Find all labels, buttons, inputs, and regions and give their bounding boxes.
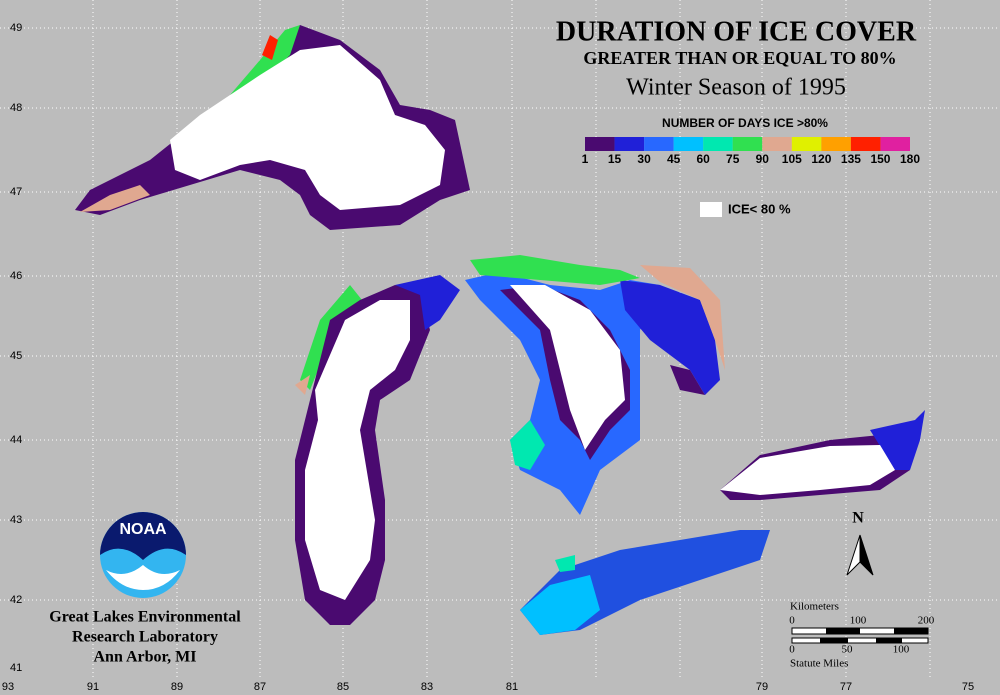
legend-swatch <box>585 137 615 151</box>
lake-ontario <box>720 410 925 500</box>
legend-tick: 150 <box>870 152 890 166</box>
legend-tick: 135 <box>841 152 861 166</box>
lake-erie <box>520 530 770 635</box>
latitude-label: 46 <box>10 270 22 282</box>
noaa-logo: NOAA <box>100 512 186 598</box>
legend-swatch <box>762 137 792 151</box>
legend-tick: 120 <box>811 152 831 166</box>
latitude-label: 42 <box>10 594 22 606</box>
legend-swatch <box>850 137 881 151</box>
credit: Research Laboratory <box>72 629 218 646</box>
longitude-label: 87 <box>254 681 266 693</box>
credit: Great Lakes Environmental <box>49 609 241 626</box>
season: Winter Season of 1995 <box>626 75 846 101</box>
legend-tick: 1 <box>582 152 589 166</box>
legend-tick: 105 <box>782 152 802 166</box>
legend-title: NUMBER OF DAYS ICE >80% <box>662 116 828 130</box>
ice-label: ICE< 80 % <box>728 201 791 216</box>
longitude-label: 83 <box>421 681 433 693</box>
longitude-label: 77 <box>840 681 852 693</box>
legend-tick: 90 <box>756 152 770 166</box>
scale-tick: 0 <box>789 644 795 656</box>
longitude-label: 81 <box>506 681 518 693</box>
latitude-label: 48 <box>10 102 22 114</box>
latitude-labels: 49 48 47 46 45 44 43 42 41 <box>10 22 22 674</box>
north-arrow: N <box>846 510 874 576</box>
map-subtitle: GREATER THAN OR EQUAL TO 80% <box>583 48 896 68</box>
scale-title: Statute Miles <box>790 658 848 670</box>
longitude-label: 93 <box>2 681 14 693</box>
legend-swatch <box>673 137 704 151</box>
map-title: DURATION OF ICE COVER <box>556 16 917 47</box>
legend: 1 15 30 45 60 75 90 105 120 135 150 180 <box>582 137 920 166</box>
longitude-labels: 93 91 89 87 85 83 81 79 77 75 <box>2 681 974 693</box>
legend-tick: 75 <box>726 152 740 166</box>
legend-swatch <box>614 137 645 151</box>
scale-tick: 50 <box>842 644 854 656</box>
legend-tick: 45 <box>667 152 681 166</box>
legend-tick: 60 <box>697 152 711 166</box>
legend-tick: 15 <box>608 152 622 166</box>
scale-title: Kilometers <box>790 601 839 613</box>
legend-swatch <box>791 137 822 151</box>
legend-tick: 30 <box>637 152 651 166</box>
scale-tick: 100 <box>893 644 910 656</box>
lake-superior <box>75 25 470 230</box>
legend-tick: 180 <box>900 152 920 166</box>
ice-swatch <box>700 202 722 217</box>
scale-bar: Kilometers 0 100 200 0 50 100 Statute Mi… <box>789 601 935 670</box>
longitude-label: 89 <box>171 681 183 693</box>
lake-huron <box>465 255 725 515</box>
scale-tick: 200 <box>918 615 935 627</box>
longitude-label: 85 <box>337 681 349 693</box>
latitude-label: 41 <box>10 662 22 674</box>
credit: Ann Arbor, MI <box>94 649 197 666</box>
latitude-label: 49 <box>10 22 22 34</box>
longitude-label: 75 <box>962 681 974 693</box>
scale-tick: 100 <box>850 615 867 627</box>
longitude-label: 91 <box>87 681 99 693</box>
latitude-label: 45 <box>10 350 22 362</box>
latitude-label: 47 <box>10 186 22 198</box>
legend-swatch <box>821 137 851 151</box>
latitude-label: 44 <box>10 434 22 446</box>
longitude-label: 79 <box>756 681 768 693</box>
logo-text: NOAA <box>119 521 167 538</box>
north-label: N <box>852 510 864 527</box>
legend-swatch <box>703 137 733 151</box>
legend-swatch <box>644 137 674 151</box>
legend-swatch <box>732 137 763 151</box>
legend-swatch <box>880 137 910 151</box>
latitude-label: 43 <box>10 514 22 526</box>
lake-michigan <box>295 275 460 625</box>
scale-tick: 0 <box>789 615 795 627</box>
